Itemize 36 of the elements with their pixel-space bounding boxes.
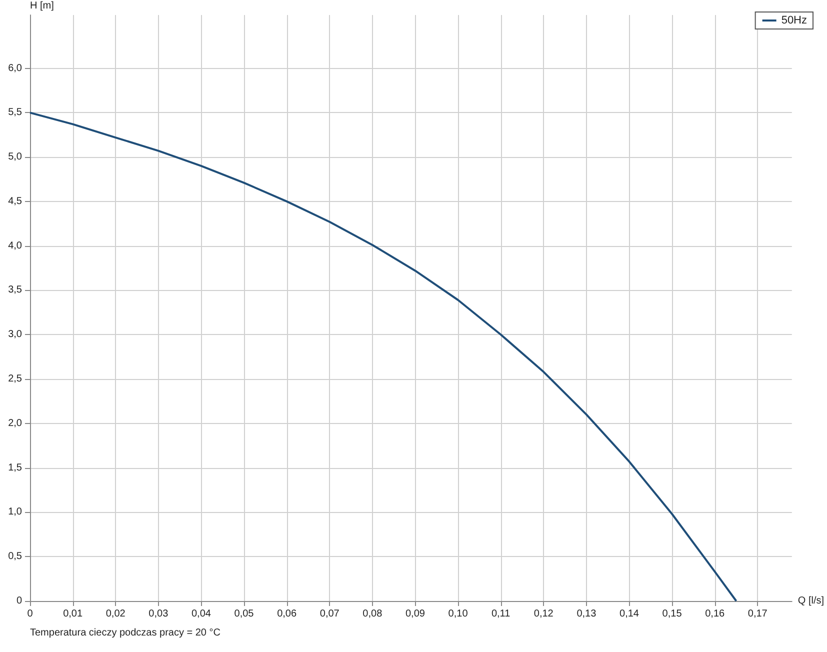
- x-tick-label: 0,10: [448, 608, 468, 620]
- y-tick-label: 5,0: [8, 152, 22, 163]
- x-tick-label: 0,06: [277, 608, 297, 620]
- x-tick-label: 0,01: [63, 608, 83, 620]
- x-tick-label: 0,13: [576, 608, 597, 620]
- x-tick-label: 0,12: [534, 608, 554, 620]
- x-tick-label: 0,11: [491, 608, 511, 620]
- y-tick-label: 1,5: [8, 462, 22, 474]
- y-tick-label: 6,0: [8, 62, 22, 74]
- y-tick-label: 3,0: [8, 329, 22, 340]
- y-tick-label: 1,0: [8, 506, 22, 518]
- legend-label: 50Hz: [781, 14, 808, 26]
- x-axis-title: Q [l/s]: [798, 596, 824, 606]
- y-tick-label: 0,5: [8, 551, 22, 562]
- x-tick-label: 0,03: [148, 608, 169, 620]
- x-tick-label: 0,07: [320, 608, 340, 620]
- y-tick-label: 2,5: [8, 374, 22, 385]
- y-tick-label: 3,5: [8, 284, 22, 296]
- x-tick-label: 0,16: [705, 608, 726, 620]
- x-tick-label: 0,08: [362, 608, 383, 620]
- x-tick-label: 0,04: [191, 608, 212, 620]
- x-tick-label: 0,05: [234, 608, 254, 620]
- y-tick-label: 4,5: [8, 196, 22, 207]
- y-tick-label: 0: [16, 596, 22, 606]
- x-tick-label: 0,02: [106, 608, 126, 620]
- x-tick-label: 0,09: [405, 608, 426, 620]
- x-tick-label: 0,15: [662, 608, 682, 620]
- line-series: [29, 112, 738, 602]
- y-axis-title: H [m]: [30, 0, 54, 12]
- y-tick-label: 2,0: [8, 418, 22, 429]
- y-tick-label: 5,5: [8, 107, 22, 118]
- y-tick-label: 4,0: [8, 240, 22, 252]
- text: Temperatura cieczy podczas pracy = 20 °C: [30, 628, 220, 638]
- x-tick-label: 0,17: [748, 608, 768, 620]
- x-tick-label: 0,14: [620, 608, 640, 620]
- x-tick-label: 0: [27, 608, 34, 620]
